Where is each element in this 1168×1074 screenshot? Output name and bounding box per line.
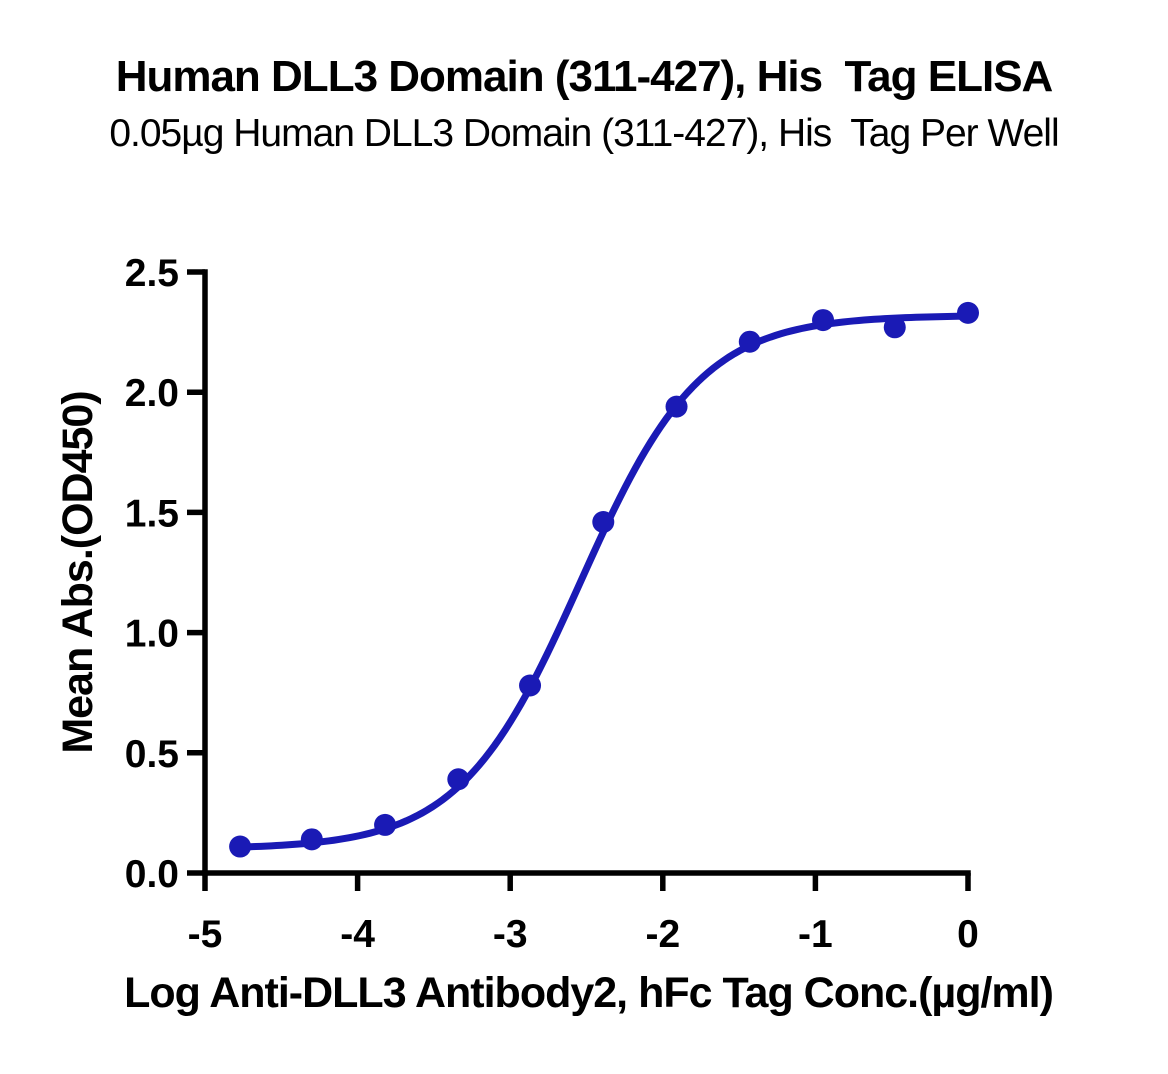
x-axis-ticks: -5 -4 -3 -2 -1 0 bbox=[188, 873, 979, 956]
data-point bbox=[592, 511, 615, 534]
x-tick-label: 0 bbox=[957, 913, 979, 956]
y-tick-label: 0.5 bbox=[125, 733, 179, 776]
data-point bbox=[812, 309, 835, 332]
data-point bbox=[957, 301, 979, 324]
data-points bbox=[229, 301, 979, 858]
chart-subtitle: 0.05µg Human DLL3 Domain (311-427), His … bbox=[109, 112, 1059, 155]
x-axis-title: Log Anti-DLL3 Antibody2, hFc Tag Conc.(µ… bbox=[124, 969, 1053, 1017]
data-point bbox=[374, 813, 397, 836]
x-tick-label: -1 bbox=[798, 913, 833, 956]
y-axis-title: Mean Abs.(OD450) bbox=[54, 391, 102, 753]
y-tick-label: 2.5 bbox=[125, 252, 179, 295]
data-point bbox=[738, 330, 761, 353]
y-tick-label: 0.0 bbox=[125, 853, 179, 896]
data-point bbox=[519, 674, 542, 697]
x-tick-label: -3 bbox=[493, 913, 528, 956]
x-tick-label: -5 bbox=[188, 913, 223, 956]
data-point bbox=[300, 828, 323, 851]
data-point bbox=[447, 768, 470, 791]
data-point bbox=[883, 316, 906, 339]
x-tick-label: -2 bbox=[645, 913, 680, 956]
y-tick-label: 1.5 bbox=[125, 492, 179, 535]
y-tick-label: 1.0 bbox=[125, 613, 179, 656]
data-point bbox=[229, 835, 252, 858]
y-tick-label: 2.0 bbox=[125, 372, 179, 415]
x-tick-label: -4 bbox=[340, 913, 375, 956]
y-axis-ticks: 0.0 0.5 1.0 1.5 2.0 2.5 bbox=[125, 252, 205, 896]
data-point bbox=[665, 395, 688, 418]
axes bbox=[202, 269, 971, 876]
fit-curve bbox=[236, 312, 972, 851]
chart-title: Human DLL3 Domain (311-427), His Tag ELI… bbox=[115, 52, 1054, 101]
